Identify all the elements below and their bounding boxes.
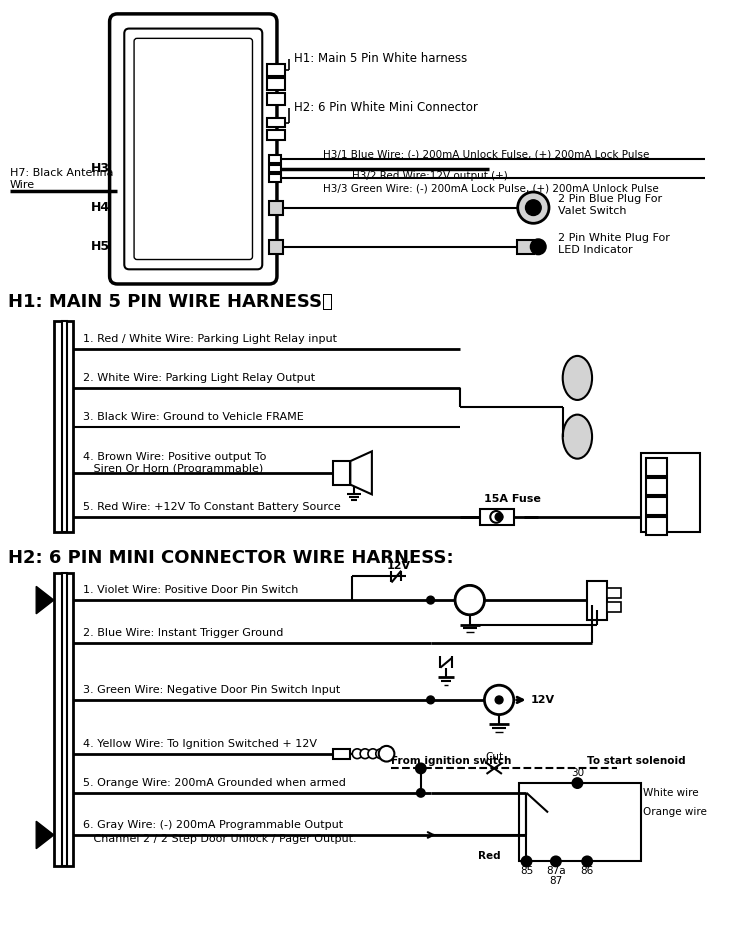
Circle shape xyxy=(360,749,370,759)
Text: From ignition switch: From ignition switch xyxy=(392,756,512,766)
FancyBboxPatch shape xyxy=(124,29,262,270)
Text: 5. Red Wire: +12V To Constant Battery Source: 5. Red Wire: +12V To Constant Battery So… xyxy=(83,502,341,512)
Text: 2 Pin Blue Plug For
Valet Switch: 2 Pin Blue Plug For Valet Switch xyxy=(558,194,662,216)
Bar xyxy=(479,509,513,524)
Circle shape xyxy=(573,778,583,788)
Circle shape xyxy=(484,685,513,715)
Bar xyxy=(267,78,285,91)
Text: 87a: 87a xyxy=(546,866,565,876)
Bar xyxy=(646,517,667,535)
Circle shape xyxy=(379,745,395,761)
Text: H4: H4 xyxy=(91,202,110,215)
Circle shape xyxy=(455,585,484,615)
Bar xyxy=(267,118,285,128)
Bar xyxy=(646,497,667,515)
Bar xyxy=(607,602,621,612)
Circle shape xyxy=(551,856,561,866)
Text: 4. Yellow Wire: To Ignition Switched + 12V: 4. Yellow Wire: To Ignition Switched + 1… xyxy=(83,739,317,749)
Bar xyxy=(269,240,283,254)
Bar xyxy=(519,783,641,861)
Polygon shape xyxy=(36,821,53,849)
Circle shape xyxy=(518,192,549,223)
Bar xyxy=(587,580,607,620)
Bar xyxy=(607,589,621,598)
Text: H3/3 Green Wire: (-) 200mA Lock Pulse, (+) 200mA Unlock Pulse: H3/3 Green Wire: (-) 200mA Lock Pulse, (… xyxy=(323,183,659,193)
Bar xyxy=(516,240,534,254)
Text: 3. Green Wire: Negative Door Pin Switch Input: 3. Green Wire: Negative Door Pin Switch … xyxy=(83,685,340,695)
Text: 2. White Wire: Parking Light Relay Output: 2. White Wire: Parking Light Relay Outpu… xyxy=(83,373,315,383)
Ellipse shape xyxy=(562,414,592,459)
Bar xyxy=(267,93,285,104)
Ellipse shape xyxy=(562,355,592,400)
Text: Red: Red xyxy=(478,852,501,861)
Text: Cut: Cut xyxy=(485,752,503,761)
Text: 2. Blue Wire: Instant Trigger Ground: 2. Blue Wire: Instant Trigger Ground xyxy=(83,628,284,638)
Text: 2 Pin White Plug For
LED Indicator: 2 Pin White Plug For LED Indicator xyxy=(558,233,669,255)
Circle shape xyxy=(455,585,484,615)
Bar xyxy=(62,321,67,532)
Circle shape xyxy=(376,749,386,759)
Bar xyxy=(646,478,667,495)
Circle shape xyxy=(426,596,435,604)
Bar xyxy=(269,164,281,173)
Circle shape xyxy=(495,513,503,521)
Circle shape xyxy=(352,749,362,759)
Text: Orange wire: Orange wire xyxy=(643,807,707,817)
Bar xyxy=(62,573,67,866)
Text: 12V: 12V xyxy=(386,561,411,571)
Circle shape xyxy=(495,696,503,703)
Circle shape xyxy=(416,763,426,773)
Circle shape xyxy=(490,511,502,522)
Circle shape xyxy=(466,596,473,604)
Text: 12V: 12V xyxy=(531,695,554,705)
Circle shape xyxy=(531,239,546,255)
Text: To start solenoid: To start solenoid xyxy=(587,756,686,766)
Text: 1. Violet Wire: Positive Door Pin Switch: 1. Violet Wire: Positive Door Pin Switch xyxy=(83,585,299,595)
Polygon shape xyxy=(36,586,53,614)
Bar xyxy=(641,453,700,532)
Text: 3. Black Wire: Ground to Vehicle FRAME: 3. Black Wire: Ground to Vehicle FRAME xyxy=(83,412,304,422)
Bar xyxy=(53,321,74,532)
Bar xyxy=(267,131,285,140)
Text: Siren Or Horn (Programmable): Siren Or Horn (Programmable) xyxy=(83,464,264,474)
Text: 4. Brown Wire: Positive output To: 4. Brown Wire: Positive output To xyxy=(83,453,267,462)
Text: 5. Orange Wire: 200mA Grounded when armed: 5. Orange Wire: 200mA Grounded when arme… xyxy=(83,778,346,788)
Bar xyxy=(646,458,667,476)
Circle shape xyxy=(417,789,425,797)
Text: H1: MAIN 5 PIN WIRE HARNESS：: H1: MAIN 5 PIN WIRE HARNESS： xyxy=(8,293,333,311)
Text: White wire: White wire xyxy=(643,787,698,798)
Bar xyxy=(53,573,74,866)
Text: H3/1 Blue Wire: (-) 200mA Unlock Fulse, (+) 200mA Lock Pulse: H3/1 Blue Wire: (-) 200mA Unlock Fulse, … xyxy=(323,150,649,160)
Polygon shape xyxy=(351,452,372,494)
Circle shape xyxy=(522,856,531,866)
FancyBboxPatch shape xyxy=(134,38,253,259)
Text: H7: Black Antenna
Wire: H7: Black Antenna Wire xyxy=(10,169,113,190)
Text: H2: 6 PIN MINI CONNECTOR WIRE HARNESS:: H2: 6 PIN MINI CONNECTOR WIRE HARNESS: xyxy=(8,549,453,567)
Text: H3/2 Red Wire:12V output (+): H3/2 Red Wire:12V output (+) xyxy=(352,172,508,181)
Bar xyxy=(333,749,351,759)
Text: H5: H5 xyxy=(91,241,110,253)
FancyBboxPatch shape xyxy=(110,14,277,284)
Circle shape xyxy=(426,696,435,703)
Text: Channel 2 / 2 Step Door Unlock / Pager Output.: Channel 2 / 2 Step Door Unlock / Pager O… xyxy=(83,834,357,843)
Text: 87: 87 xyxy=(549,876,562,886)
Text: 30: 30 xyxy=(571,768,584,778)
Text: 1. Red / White Wire: Parking Light Relay input: 1. Red / White Wire: Parking Light Relay… xyxy=(83,334,337,343)
Text: H1: Main 5 Pin White harness: H1: Main 5 Pin White harness xyxy=(293,52,467,65)
Text: 86: 86 xyxy=(580,866,594,876)
Bar xyxy=(267,63,285,76)
Text: H2: 6 Pin White Mini Connector: H2: 6 Pin White Mini Connector xyxy=(293,102,478,115)
Bar xyxy=(269,201,283,215)
Bar xyxy=(269,155,281,162)
Bar xyxy=(269,174,281,182)
Text: H3: H3 xyxy=(91,162,110,175)
Circle shape xyxy=(525,200,541,216)
Bar xyxy=(333,461,351,484)
Circle shape xyxy=(583,856,592,866)
Text: 85: 85 xyxy=(520,866,533,876)
Text: 6. Gray Wire: (-) 200mA Programmable Output: 6. Gray Wire: (-) 200mA Programmable Out… xyxy=(83,820,343,830)
Circle shape xyxy=(368,749,377,759)
Text: 15A Fuse: 15A Fuse xyxy=(484,494,542,504)
